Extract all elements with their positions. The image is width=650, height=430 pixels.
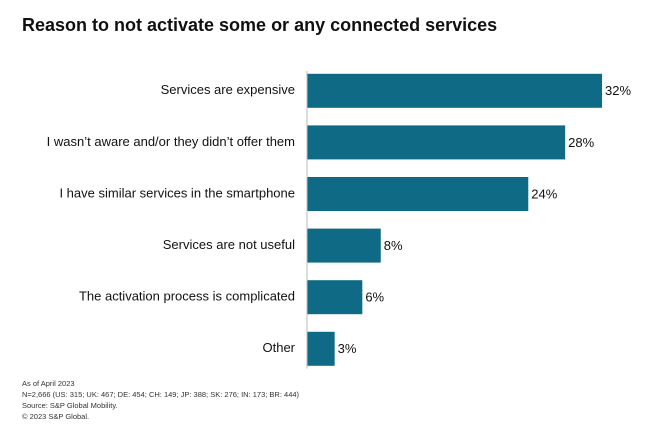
- y-tick-label: Other: [262, 340, 295, 355]
- y-tick-label: I have similar services in the smartphon…: [59, 185, 295, 200]
- bar: [307, 331, 335, 366]
- chart-title: Reason to not activate some or any conne…: [22, 15, 497, 35]
- y-tick-label: I wasn’t aware and/or they didn’t offer …: [47, 134, 295, 149]
- y-tick-label: Services are expensive: [161, 82, 295, 97]
- bar: [307, 125, 566, 160]
- bar: [307, 73, 603, 108]
- bar: [307, 228, 381, 263]
- value-label: 3%: [338, 341, 357, 356]
- footnote: © 2023 S&P Global.: [22, 412, 89, 421]
- bar: [307, 177, 529, 211]
- footnote: As of April 2023: [22, 379, 75, 388]
- bar: [307, 280, 363, 315]
- value-label: 28%: [568, 135, 594, 150]
- footnote: N=2,666 (US: 315; UK: 467; DE: 454; CH: …: [22, 390, 300, 399]
- y-tick-label: Services are not useful: [163, 237, 295, 252]
- value-label: 6%: [365, 290, 384, 305]
- value-label: 32%: [605, 83, 631, 98]
- value-label: 8%: [384, 238, 403, 253]
- footnote: Source: S&P Global Mobility.: [22, 401, 118, 410]
- y-tick-label: The activation process is complicated: [79, 289, 295, 304]
- value-label: 24%: [531, 186, 557, 201]
